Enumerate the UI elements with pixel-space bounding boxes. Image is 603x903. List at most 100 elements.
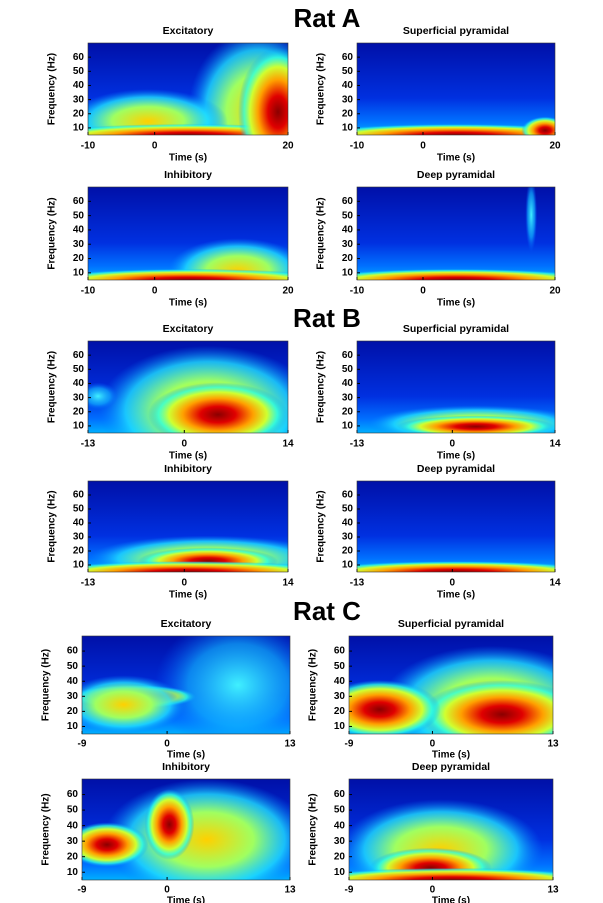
heatmap-region [82,822,149,867]
x-axis-label: Time (s) [167,896,205,903]
x-axis-label: Time (s) [169,298,207,309]
y-tick-label: 50 [342,66,354,77]
y-tick-label: 20 [67,851,79,862]
x-tick-label: 13 [547,739,559,750]
panel-title: Excitatory [163,323,214,335]
x-axis-label: Time (s) [432,896,470,903]
x-tick-label: 14 [282,578,294,589]
y-tick-label: 10 [73,123,85,134]
y-tick-label: 30 [73,239,85,250]
plot-frame [348,635,554,735]
y-axis-label: Frequency (Hz) [41,793,52,865]
x-tick-label: 0 [420,141,426,152]
plot-frame [87,186,289,281]
plot-frame [87,480,289,573]
y-tick-label: 20 [342,546,354,557]
x-axis-label: Time (s) [169,451,207,462]
x-tick-label: 20 [282,286,294,297]
y-tick-label: 50 [73,210,85,221]
y-tick-label: 20 [67,706,79,717]
y-tick-label: 40 [334,820,346,831]
y-tick-label: 40 [342,225,354,236]
y-tick-label: 60 [73,490,85,501]
y-tick-label: 60 [73,350,85,361]
x-tick-label: 0 [430,885,436,896]
y-tick-label: 50 [67,661,79,672]
y-tick-label: 60 [334,646,346,657]
heatmap [88,43,288,135]
x-axis-label: Time (s) [169,590,207,601]
y-tick-label: 40 [342,378,354,389]
panel-title: Superficial pyramidal [398,618,504,630]
heatmap-region [396,415,555,433]
x-tick-label: 0 [164,885,170,896]
y-tick-label: 40 [342,80,354,91]
x-tick-label: -9 [78,739,87,750]
y-tick-label: 40 [342,518,354,529]
x-tick-label: -13 [350,439,365,450]
y-tick-label: 30 [67,691,79,702]
heatmap [357,341,555,433]
y-tick-label: 10 [342,560,354,571]
heatmap-region [357,123,555,135]
heatmap [88,341,288,433]
y-tick-label: 30 [342,94,354,105]
y-tick-label: 30 [73,392,85,403]
y-tick-label: 40 [73,80,85,91]
heatmap-region [357,268,555,280]
group-title: Rat C [293,596,361,626]
heatmap [88,481,288,572]
heatmap [88,187,288,280]
y-tick-label: 60 [342,350,354,361]
y-tick-label: 50 [334,805,346,816]
heatmap-region [525,187,538,253]
x-axis-label: Time (s) [437,153,475,164]
x-tick-label: 20 [549,286,561,297]
heatmap-background [357,43,555,135]
heatmap-region [88,89,228,135]
x-tick-label: 20 [282,141,294,152]
y-axis-label: Frequency (Hz) [308,793,319,865]
y-tick-label: 30 [67,836,79,847]
plot-frame [356,186,556,281]
y-tick-label: 60 [342,196,354,207]
panel-title: Deep pyramidal [417,463,495,475]
x-axis-label: Time (s) [437,590,475,601]
panel-title: Inhibitory [164,463,212,475]
y-tick-label: 30 [342,532,354,543]
y-tick-label: 50 [73,66,85,77]
y-tick-label: 50 [342,364,354,375]
y-tick-label: 30 [334,836,346,847]
heatmap-region [369,847,492,880]
x-tick-label: -13 [350,578,365,589]
x-tick-label: 0 [420,286,426,297]
x-tick-label: -9 [345,885,354,896]
y-tick-label: 20 [334,706,346,717]
y-axis-label: Frequency (Hz) [47,53,58,125]
panel-title: Deep pyramidal [412,761,490,773]
y-tick-label: 30 [334,691,346,702]
x-tick-label: 0 [450,578,456,589]
x-tick-label: -10 [350,141,365,152]
y-tick-label: 60 [342,490,354,501]
heatmap-region [88,561,288,572]
y-tick-label: 20 [334,851,346,862]
heatmap-region [148,382,288,433]
group-title: Rat A [294,3,361,33]
x-tick-label: 0 [450,439,456,450]
y-tick-label: 30 [73,94,85,105]
y-tick-label: 60 [67,789,79,800]
y-axis-label: Frequency (Hz) [47,197,58,269]
y-tick-label: 10 [73,560,85,571]
x-tick-label: -13 [81,439,96,450]
panel-title: Excitatory [161,618,212,630]
y-tick-label: 30 [73,532,85,543]
heatmap-region [521,116,555,135]
plot-frame [87,42,289,136]
x-axis-label: Time (s) [167,750,205,761]
y-tick-label: 60 [73,52,85,63]
y-tick-label: 60 [342,52,354,63]
panel-title: Superficial pyramidal [403,25,509,37]
y-tick-label: 40 [67,676,79,687]
